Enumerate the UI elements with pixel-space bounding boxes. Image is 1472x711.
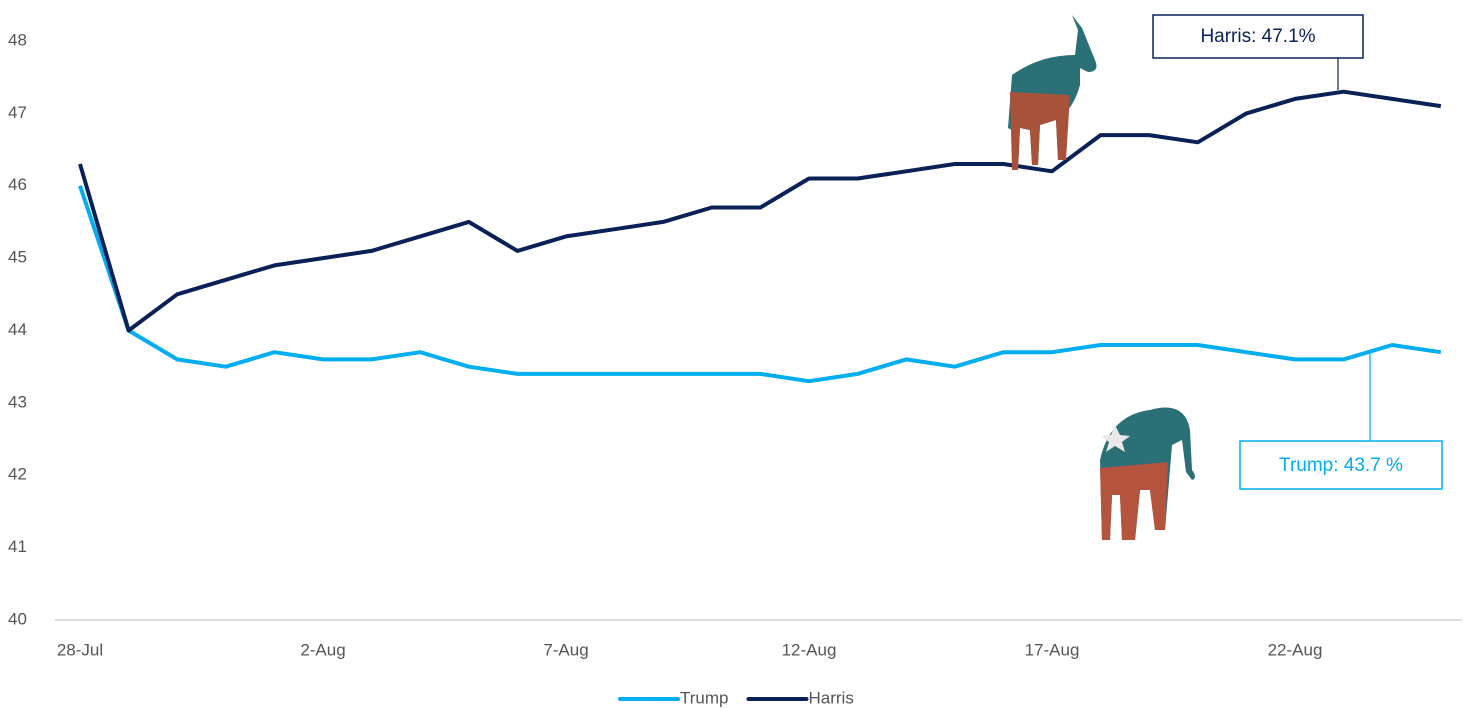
y-tick-label: 40	[8, 609, 27, 628]
legend-label: Trump	[680, 688, 729, 707]
y-tick-label: 42	[8, 465, 27, 484]
harris-annotation: Harris: 47.1%	[1200, 26, 1315, 47]
x-tick-label: 2-Aug	[300, 640, 345, 659]
y-tick-label: 41	[8, 537, 27, 556]
y-tick-label: 43	[8, 392, 27, 411]
trump-annotation: Trump: 43.7 %	[1279, 455, 1403, 476]
x-tick-label: 28-Jul	[57, 640, 103, 659]
y-tick-label: 45	[8, 248, 27, 267]
annotation-box	[1152, 14, 1364, 59]
line-series	[78, 89, 1442, 333]
legend-label: Harris	[809, 688, 854, 707]
elephant-illustration	[1100, 407, 1195, 540]
line-series	[78, 185, 1442, 384]
y-tick-label: 46	[8, 175, 27, 194]
x-tick-label: 7-Aug	[543, 640, 588, 659]
x-tick-label: 22-Aug	[1268, 640, 1323, 659]
donkey-illustration	[1008, 15, 1097, 170]
annotation-box	[1239, 440, 1443, 490]
y-tick-label: 44	[8, 320, 27, 339]
x-tick-label: 12-Aug	[782, 640, 837, 659]
x-tick-label: 17-Aug	[1025, 640, 1080, 659]
y-tick-label: 47	[8, 103, 27, 122]
y-tick-label: 48	[8, 30, 27, 49]
